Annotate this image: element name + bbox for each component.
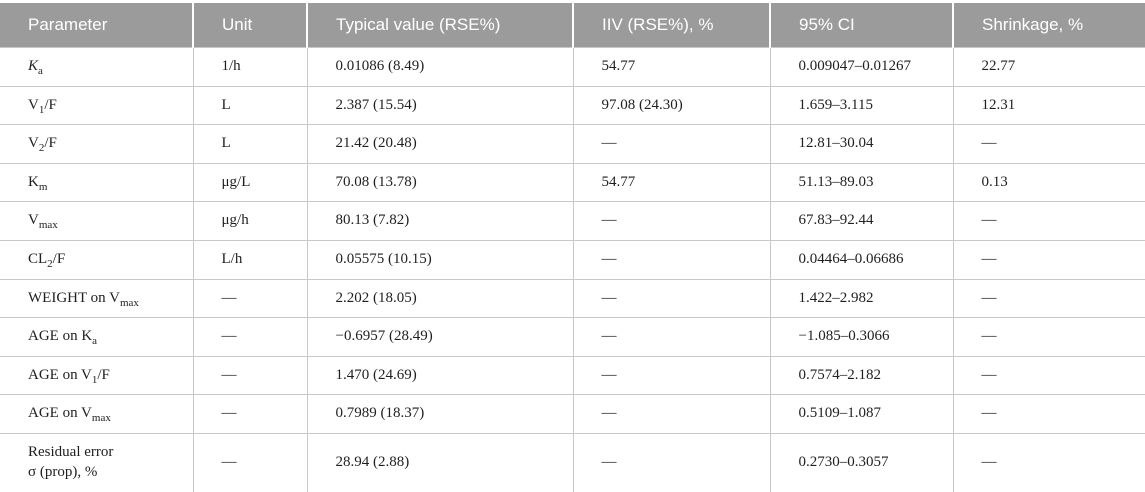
unit-cell: μg/h [192,201,307,241]
parameter-estimates-table: Parameter Unit Typical value (RSE%) IIV … [0,3,1145,492]
typical-value-cell: 1.470 (24.69) [306,356,573,396]
iiv-cell: — [572,317,770,357]
ci-cell: 0.04464–0.06686 [769,240,953,280]
ci-cell: 0.7574–2.182 [769,356,953,396]
iiv-cell: 54.77 [572,47,770,87]
parameter-cell: WEIGHT on Vmax [0,279,193,319]
typical-value-cell: 0.7989 (18.37) [306,394,573,434]
table-row: Ka 1/h 0.01086 (8.49) 54.77 0.009047–0.0… [0,47,1145,87]
ci-cell: 0.5109–1.087 [769,394,953,434]
table-header: Parameter Unit Typical value (RSE%) IIV … [0,3,1145,48]
table-body: Ka 1/h 0.01086 (8.49) 54.77 0.009047–0.0… [0,47,1145,492]
typical-value-cell: 2.202 (18.05) [306,279,573,319]
table-row: Km μg/L 70.08 (13.78) 54.77 51.13–89.03 … [0,163,1145,203]
iiv-cell: — [572,201,770,241]
iiv-cell: — [572,240,770,280]
iiv-cell: 54.77 [572,163,770,203]
unit-cell: L [192,124,307,164]
column-header-iiv: IIV (RSE%), % [572,3,770,48]
iiv-cell: — [572,124,770,164]
typical-value-cell: −0.6957 (28.49) [306,317,573,357]
iiv-cell: — [572,279,770,319]
typical-value-cell: 21.42 (20.48) [306,124,573,164]
parameter-cell: CL2/F [0,240,193,280]
unit-cell: — [192,279,307,319]
typical-value-cell: 0.01086 (8.49) [306,47,573,87]
table-row: V1/F L 2.387 (15.54) 97.08 (24.30) 1.659… [0,86,1145,126]
iiv-cell: — [572,433,770,492]
shrinkage-cell: — [952,124,1145,164]
unit-cell: L/h [192,240,307,280]
unit-cell: — [192,317,307,357]
ci-cell: 67.83–92.44 [769,201,953,241]
parameter-cell: AGE on V1/F [0,356,193,396]
parameter-cell: V1/F [0,86,193,126]
table-row: AGE on V1/F — 1.470 (24.69) — 0.7574–2.1… [0,356,1145,396]
unit-cell: L [192,86,307,126]
shrinkage-cell: — [952,201,1145,241]
parameter-cell: V2/F [0,124,193,164]
column-header-parameter: Parameter [0,3,193,48]
shrinkage-cell: 0.13 [952,163,1145,203]
typical-value-cell: 80.13 (7.82) [306,201,573,241]
shrinkage-cell: — [952,317,1145,357]
shrinkage-cell: — [952,394,1145,434]
iiv-cell: — [572,356,770,396]
table-row: AGE on Ka — −0.6957 (28.49) — −1.085–0.3… [0,317,1145,357]
unit-cell: μg/L [192,163,307,203]
iiv-cell: — [572,394,770,434]
shrinkage-cell: — [952,433,1145,492]
typical-value-cell: 70.08 (13.78) [306,163,573,203]
table-row: Vmax μg/h 80.13 (7.82) — 67.83–92.44 — [0,201,1145,241]
ci-cell: 12.81–30.04 [769,124,953,164]
typical-value-cell: 2.387 (15.54) [306,86,573,126]
parameter-cell: Residual error σ (prop), % [0,433,193,492]
unit-cell: 1/h [192,47,307,87]
table-row: WEIGHT on Vmax — 2.202 (18.05) — 1.422–2… [0,279,1145,319]
unit-cell: — [192,433,307,492]
shrinkage-cell: — [952,356,1145,396]
ci-cell: 1.422–2.982 [769,279,953,319]
parameter-cell: Km [0,163,193,203]
shrinkage-cell: — [952,279,1145,319]
shrinkage-cell: 22.77 [952,47,1145,87]
typical-value-cell: 28.94 (2.88) [306,433,573,492]
table-row: AGE on Vmax — 0.7989 (18.37) — 0.5109–1.… [0,394,1145,434]
ci-cell: 1.659–3.115 [769,86,953,126]
parameter-cell: Ka [0,47,193,87]
iiv-cell: 97.08 (24.30) [572,86,770,126]
column-header-shrinkage: Shrinkage, % [952,3,1145,48]
parameter-cell: AGE on Vmax [0,394,193,434]
column-header-typical-value: Typical value (RSE%) [306,3,573,48]
table-row: Residual error σ (prop), % — 28.94 (2.88)… [0,433,1145,492]
shrinkage-cell: — [952,240,1145,280]
unit-cell: — [192,394,307,434]
ci-cell: 0.2730–0.3057 [769,433,953,492]
table-row: CL2/F L/h 0.05575 (10.15) — 0.04464–0.06… [0,240,1145,280]
column-header-95ci: 95% CI [769,3,953,48]
ci-cell: 51.13–89.03 [769,163,953,203]
parameter-cell: Vmax [0,201,193,241]
ci-cell: −1.085–0.3066 [769,317,953,357]
table-row: V2/F L 21.42 (20.48) — 12.81–30.04 — [0,124,1145,164]
ci-cell: 0.009047–0.01267 [769,47,953,87]
typical-value-cell: 0.05575 (10.15) [306,240,573,280]
unit-cell: — [192,356,307,396]
column-header-unit: Unit [192,3,307,48]
shrinkage-cell: 12.31 [952,86,1145,126]
parameter-cell: AGE on Ka [0,317,193,357]
header-row: Parameter Unit Typical value (RSE%) IIV … [0,3,1145,48]
